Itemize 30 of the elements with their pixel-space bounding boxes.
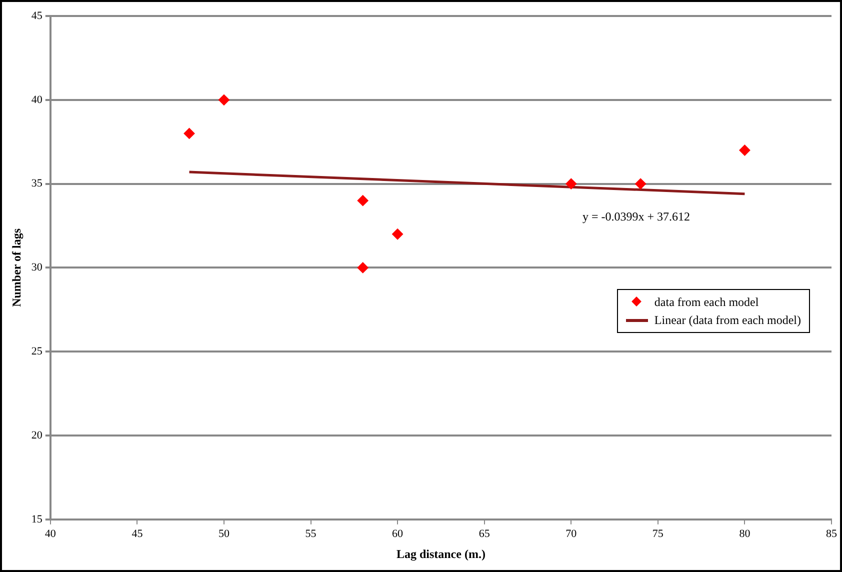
legend-label: Linear (data from each model) (654, 312, 801, 329)
point (218, 94, 230, 106)
y-tick-label: 30 (31, 262, 43, 274)
point (635, 178, 646, 190)
x-axis-title: Lag distance (m.) (396, 546, 486, 561)
annotation: y = -0.0399x + 37.612 (582, 210, 690, 224)
x-tick-label: 75 (652, 528, 664, 540)
point (566, 178, 577, 190)
x-tick-label: 60 (392, 528, 404, 540)
x-tick-label: 85 (826, 528, 838, 540)
y-tick-label: 25 (31, 345, 43, 358)
point (184, 128, 195, 139)
x-tick-label: 55 (305, 528, 317, 540)
point (357, 195, 368, 206)
x-tick-label: 50 (218, 528, 230, 540)
x-tick-label: 70 (566, 528, 578, 540)
point (357, 262, 368, 274)
legend-label: data from each model (654, 294, 759, 311)
y-tick-label: 20 (31, 429, 43, 442)
y-tick-label: 15 (31, 513, 43, 526)
x-tick-label: 65 (478, 528, 490, 540)
x-tick-label: 40 (44, 528, 56, 540)
x-tick-label: 45 (132, 528, 144, 540)
y-tick-label: 35 (31, 178, 43, 190)
x-tick-label: 80 (739, 528, 751, 540)
y-tick-label: 45 (31, 10, 43, 22)
point (739, 144, 750, 156)
y-axis-title: Number of lags (9, 228, 24, 307)
y-tick-label: 40 (31, 94, 43, 106)
point (392, 228, 404, 240)
